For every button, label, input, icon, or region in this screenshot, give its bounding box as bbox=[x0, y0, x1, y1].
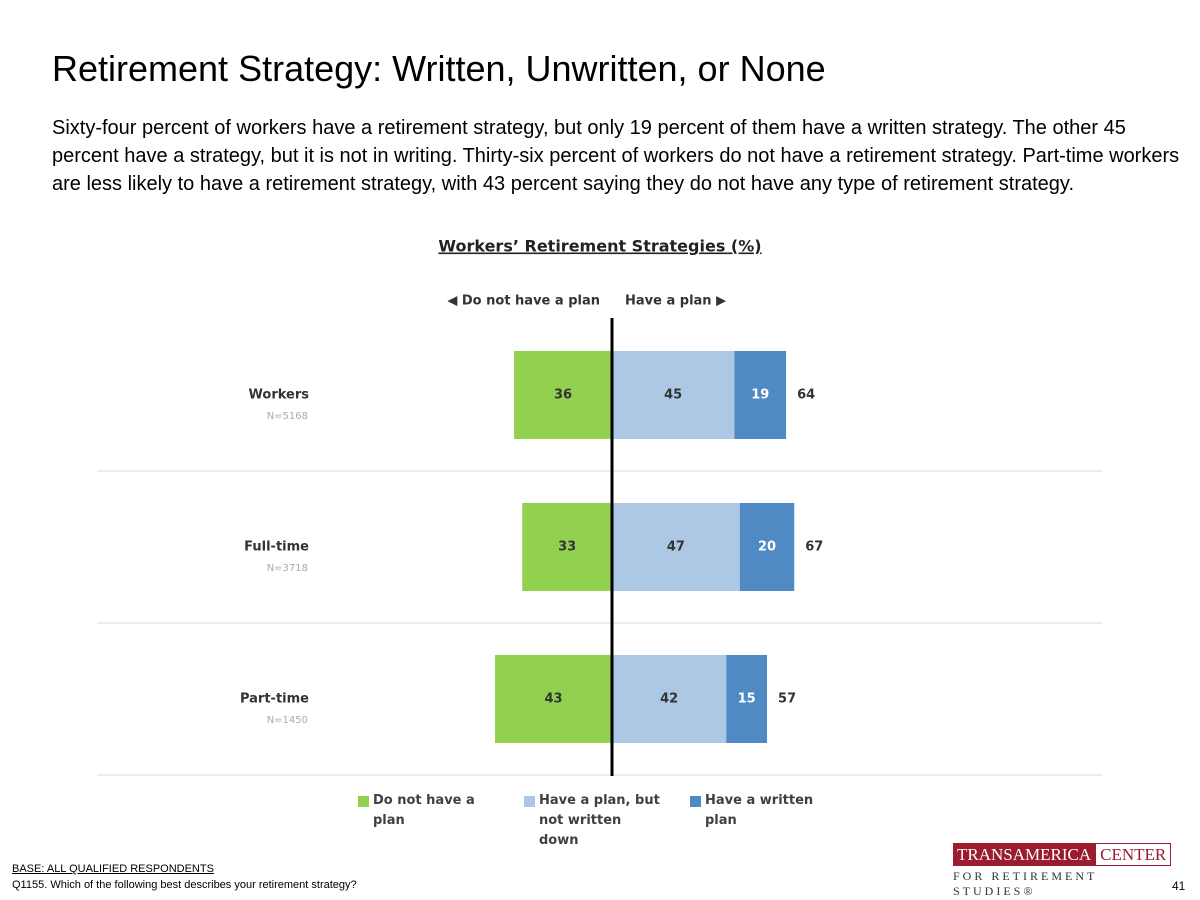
total-label: 64 bbox=[797, 388, 815, 403]
legend-label: Have a plan, but not written down bbox=[539, 793, 660, 848]
bar-segment bbox=[739, 503, 795, 591]
value-label: 45 bbox=[664, 388, 682, 403]
value-label: 19 bbox=[751, 388, 769, 403]
value-label: 33 bbox=[558, 540, 576, 555]
value-label: 15 bbox=[738, 692, 756, 707]
logo-main: TRANSAMERICA bbox=[953, 843, 1096, 866]
chart-title: Workers’ Retirement Strategies (%) bbox=[438, 237, 761, 256]
logo: TRANSAMERICA CENTER FOR RETIREMENT STUDI… bbox=[953, 843, 1172, 899]
bar-segment bbox=[612, 503, 740, 591]
legend-swatch bbox=[524, 796, 535, 807]
logo-sub: FOR RETIREMENT STUDIES® bbox=[953, 869, 1098, 898]
slide-subtitle: Sixty-four percent of workers have a ret… bbox=[52, 117, 1180, 195]
legend-item: Have a plan, but not written down bbox=[524, 793, 664, 851]
legend-label: Have a written plan bbox=[705, 793, 814, 828]
value-label: 36 bbox=[554, 388, 572, 403]
page-number: 41 bbox=[1172, 879, 1186, 893]
sample-size: N=3718 bbox=[267, 563, 308, 574]
logo-row: TRANSAMERICA CENTER bbox=[953, 843, 1172, 866]
legend: Do not have a plan Have a plan, but not w… bbox=[358, 793, 830, 851]
total-label: 67 bbox=[805, 540, 823, 555]
legend-label: Do not have a plan bbox=[373, 793, 475, 828]
category-label: Part-time bbox=[240, 692, 309, 707]
bar-segment bbox=[514, 351, 612, 439]
bar-segment bbox=[495, 655, 612, 743]
base-note: BASE: ALL QUALIFIED RESPONDENTS bbox=[12, 863, 214, 875]
value-label: 42 bbox=[660, 692, 678, 707]
question-note: Q1155. Which of the following best descr… bbox=[12, 879, 357, 891]
category-label: Full-time bbox=[244, 540, 309, 555]
logo-center: CENTER bbox=[1095, 843, 1172, 866]
legend-item: Have a written plan bbox=[690, 793, 830, 851]
bar-segment bbox=[612, 351, 735, 439]
bar-segment bbox=[726, 655, 768, 743]
value-label: 47 bbox=[667, 540, 685, 555]
slide-title: Retirement Strategy: Written, Unwritten,… bbox=[52, 48, 826, 89]
right-direction-label: Have a plan ▶ bbox=[625, 294, 726, 309]
bar-segment bbox=[522, 503, 612, 591]
legend-swatch bbox=[690, 796, 701, 807]
sample-size: N=5168 bbox=[267, 411, 308, 422]
total-label: 57 bbox=[778, 692, 796, 707]
sample-size: N=1450 bbox=[267, 715, 308, 726]
bar-segment bbox=[734, 351, 787, 439]
value-label: 20 bbox=[758, 540, 776, 555]
bar-segment bbox=[612, 655, 727, 743]
left-direction-label: ◀ Do not have a plan bbox=[447, 294, 600, 309]
value-label: 43 bbox=[544, 692, 562, 707]
legend-swatch bbox=[358, 796, 369, 807]
legend-item: Do not have a plan bbox=[358, 793, 498, 851]
category-label: Workers bbox=[249, 388, 310, 403]
